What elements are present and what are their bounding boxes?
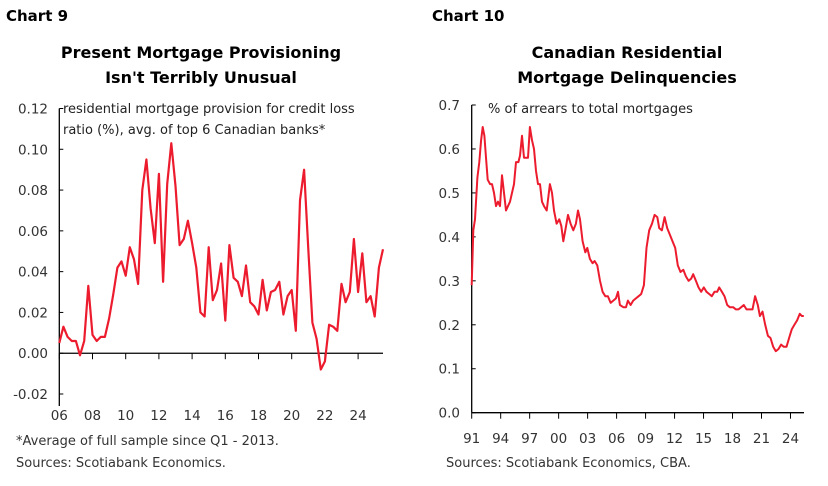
- x-tick-label: 15: [695, 431, 712, 447]
- y-tick-label: 0.0: [439, 406, 460, 422]
- y-tick-label: 0.2: [439, 318, 460, 334]
- x-tick-label: 18: [250, 408, 267, 424]
- y-tick-label: 0.4: [439, 230, 460, 246]
- chart-9-y-axis: -0.02 0.00 0.02 0.04 0.06 0.08 0.10 0.12: [13, 102, 64, 403]
- chart-9-axis-lines: [58, 108, 383, 406]
- chart-10-number-label: Chart 10: [432, 7, 504, 25]
- chart-10-title-line-2: Mortgage Delinquencies: [517, 68, 737, 87]
- chart-9-annotation-line-1: residential mortgage provision for credi…: [63, 102, 355, 117]
- chart-9: Chart 9 Present Mortgage Provisioning Is…: [6, 7, 385, 471]
- x-tick-label: 24: [782, 431, 799, 447]
- x-tick-label: 20: [283, 408, 300, 424]
- y-tick-label: -0.02: [13, 387, 48, 403]
- chart-9-x-axis: 06 08 10 12 14 16 18 20 22 24: [51, 353, 367, 424]
- x-tick-label: 10: [117, 408, 134, 424]
- x-tick-label: 97: [521, 431, 538, 447]
- x-tick-label: 06: [51, 408, 68, 424]
- chart-10-y-axis: 0.0 0.1 0.2 0.3 0.4 0.5 0.6 0.7: [439, 98, 476, 422]
- y-tick-label: 0.6: [439, 142, 460, 158]
- x-tick-label: 06: [608, 431, 625, 447]
- y-tick-label: 0.3: [439, 274, 460, 290]
- chart-10: Chart 10 Canadian Residential Mortgage D…: [432, 7, 804, 471]
- chart-10-title-line-1: Canadian Residential: [532, 43, 723, 62]
- y-tick-label: 0.12: [18, 102, 48, 118]
- chart-10-axis-lines: [471, 105, 804, 414]
- y-tick-label: 0.06: [18, 224, 48, 240]
- y-tick-label: 0.7: [439, 98, 460, 114]
- chart-9-title-line-2: Isn't Terribly Unusual: [105, 68, 297, 87]
- x-tick-label: 12: [150, 408, 167, 424]
- chart-10-series-line: [470, 126, 804, 353]
- x-tick-label: 21: [753, 431, 770, 447]
- chart-9-footnote: *Average of full sample since Q1 - 2013.: [16, 434, 279, 449]
- x-tick-label: 91: [463, 431, 480, 447]
- chart-10-sources: Sources: Scotiabank Economics, CBA.: [446, 456, 691, 471]
- x-tick-label: 03: [579, 431, 596, 447]
- y-tick-label: 0.1: [439, 362, 460, 378]
- chart-9-number-label: Chart 9: [6, 7, 68, 25]
- chart-10-annotation: % of arrears to total mortgages: [488, 102, 693, 117]
- x-tick-label: 14: [184, 408, 201, 424]
- x-tick-label: 22: [316, 408, 333, 424]
- x-tick-label: 08: [84, 408, 101, 424]
- x-tick-label: 16: [217, 408, 234, 424]
- x-tick-label: 00: [550, 431, 567, 447]
- y-tick-label: 0.02: [18, 305, 48, 321]
- chart-10-x-axis: 91 94 97 00 03 06 09 12 15 18 21 24: [463, 412, 799, 447]
- y-tick-label: 0.10: [18, 142, 48, 158]
- x-tick-label: 18: [724, 431, 741, 447]
- y-tick-label: 0.04: [18, 265, 48, 281]
- chart-9-sources: Sources: Scotiabank Economics.: [16, 456, 226, 471]
- chart-9-series-line: [58, 142, 385, 371]
- y-tick-label: 0.08: [18, 183, 48, 199]
- chart-9-annotation-line-2: ratio (%), avg. of top 6 Canadian banks*: [63, 123, 326, 138]
- x-tick-label: 12: [666, 431, 683, 447]
- y-tick-label: 0.5: [439, 186, 460, 202]
- y-tick-label: 0.00: [18, 346, 48, 362]
- x-tick-label: 24: [350, 408, 367, 424]
- x-tick-label: 94: [492, 431, 509, 447]
- x-tick-label: 09: [637, 431, 654, 447]
- chart-9-title-line-1: Present Mortgage Provisioning: [61, 43, 341, 62]
